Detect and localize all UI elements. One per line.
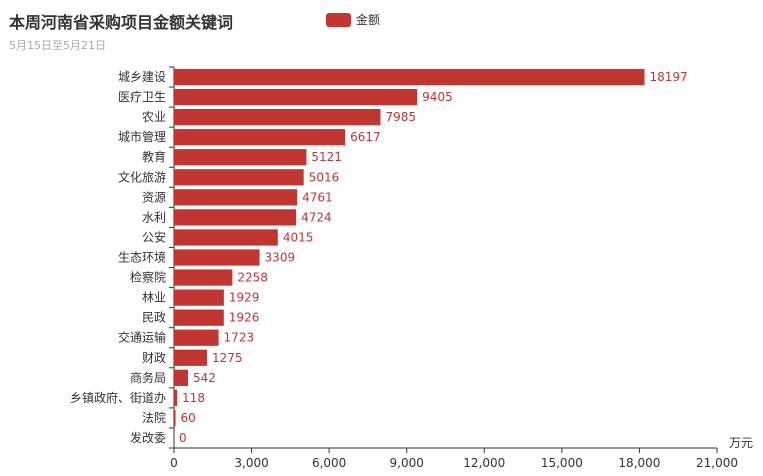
legend-label: 金额: [356, 13, 381, 27]
value-label: 1929: [229, 291, 260, 305]
value-label: 9405: [422, 90, 453, 104]
x-axis-unit: 万元: [729, 436, 753, 450]
category-label: 民政: [142, 311, 166, 325]
category-label: 生态环境: [118, 250, 166, 265]
bar: [174, 389, 178, 406]
category-label: 乡镇政府、街道办: [70, 390, 166, 405]
category-label: 交通运输: [118, 330, 166, 345]
value-label: 4761: [302, 190, 333, 204]
value-label: 18197: [650, 70, 688, 84]
category-label: 教育: [142, 149, 166, 164]
value-label: 5121: [311, 150, 342, 164]
chart-subtitle: 5月15日至5月21日: [9, 39, 106, 52]
value-label: 1275: [212, 351, 243, 365]
bar: [174, 249, 260, 266]
x-tick-label: 15,000: [541, 456, 583, 470]
x-tick-label: 9,000: [390, 456, 424, 470]
category-label: 财政: [142, 351, 166, 365]
bar: [174, 409, 176, 427]
bar: [174, 269, 233, 286]
value-label: 7985: [385, 110, 416, 124]
bar: [174, 209, 297, 226]
bar: [174, 189, 298, 206]
value-label: 0: [179, 431, 187, 445]
category-label: 公安: [142, 229, 166, 244]
chart-title: 本周河南省采购项目金额关键词: [9, 13, 234, 32]
value-label: 6617: [350, 130, 381, 144]
x-tick-label: 3,000: [234, 456, 268, 470]
bar: [174, 289, 224, 306]
legend[interactable]: 金额: [326, 11, 380, 28]
legend-swatch: [326, 12, 351, 27]
category-label: 检察院: [130, 270, 166, 285]
bar: [174, 68, 645, 86]
bar: [174, 369, 189, 386]
category-label: 城乡建设: [118, 70, 166, 84]
bar: [174, 329, 219, 346]
bar: [174, 129, 346, 146]
bar: [174, 349, 207, 366]
value-label: 4724: [301, 210, 332, 224]
value-label: 5016: [309, 170, 340, 184]
value-label: 4015: [283, 230, 314, 244]
category-label: 文化旅游: [118, 169, 166, 184]
value-label: 60: [181, 411, 196, 425]
bar: [174, 88, 418, 106]
bar: [174, 169, 304, 186]
category-label: 医疗卫生: [118, 90, 166, 104]
category-label: 商务局: [130, 370, 166, 385]
category-label: 法院: [142, 411, 166, 425]
category-label: 发改委: [130, 430, 166, 445]
category-label: 农业: [142, 110, 166, 124]
x-tick-label: 21,000: [696, 456, 738, 470]
value-label: 118: [182, 391, 205, 405]
x-tick-label: 12,000: [463, 456, 505, 470]
x-tick-label: 6,000: [312, 456, 346, 470]
value-label: 1723: [224, 331, 255, 345]
bar: [174, 109, 381, 126]
value-label: 2258: [237, 271, 268, 285]
x-tick-label: 0: [170, 456, 178, 470]
category-label: 水利: [142, 210, 166, 224]
bar: [174, 149, 307, 166]
x-tick-label: 18,000: [618, 456, 660, 470]
value-label: 1926: [229, 311, 260, 325]
category-label: 城市管理: [118, 129, 166, 144]
category-label: 林业: [142, 291, 166, 305]
category-label: 资源: [142, 190, 166, 204]
value-label: 542: [193, 371, 216, 385]
value-label: 3309: [265, 251, 296, 265]
bar: [174, 309, 224, 326]
bar: [174, 229, 278, 246]
